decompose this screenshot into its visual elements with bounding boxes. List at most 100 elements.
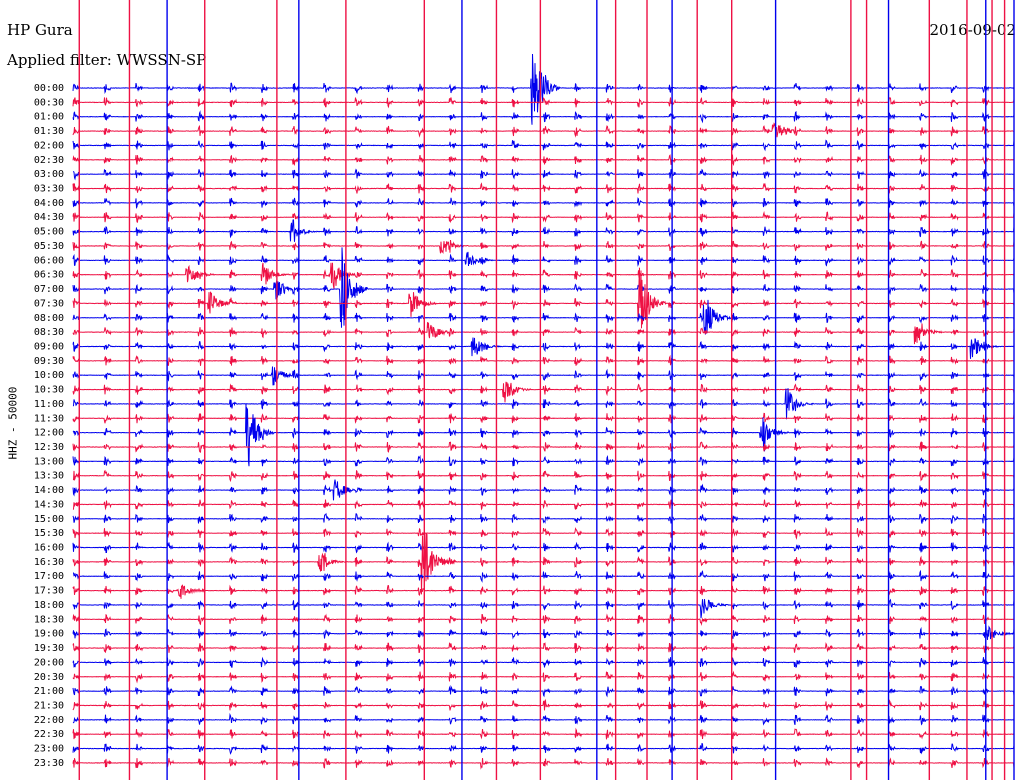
trace-row-0 xyxy=(72,53,1015,125)
tick-label-row-10: 05:00 xyxy=(34,227,64,238)
tick-label-row-23: 11:30 xyxy=(34,413,64,424)
clipped-traces xyxy=(78,0,1015,780)
tick-label-row-5: 02:30 xyxy=(34,155,64,166)
tick-label-row-43: 21:30 xyxy=(34,700,64,711)
trace-row-38 xyxy=(72,625,1015,640)
tick-label-row-31: 15:30 xyxy=(34,528,64,539)
trace-row-16 xyxy=(72,299,1015,335)
trace-row-7 xyxy=(72,182,1015,196)
trace-row-27 xyxy=(72,469,1015,483)
tick-label-row-41: 20:30 xyxy=(34,672,64,683)
tick-label-row-22: 11:00 xyxy=(34,399,64,410)
tick-label-row-20: 10:00 xyxy=(34,370,64,381)
trace-row-40 xyxy=(72,656,1015,669)
tick-label-row-11: 05:30 xyxy=(34,241,64,252)
tick-label-row-1: 00:30 xyxy=(34,97,64,108)
trace-row-36 xyxy=(72,598,1015,619)
trace-row-37 xyxy=(72,613,1015,626)
trace-row-26 xyxy=(72,454,1015,467)
trace-rows xyxy=(72,53,1015,770)
trace-row-8 xyxy=(72,197,1015,209)
plot-date: 2016-09-02 xyxy=(929,21,1016,39)
trace-row-35 xyxy=(72,584,1015,599)
tick-label-row-30: 15:00 xyxy=(34,514,64,525)
trace-row-33 xyxy=(72,531,1015,595)
trace-row-11 xyxy=(72,239,1015,255)
trace-row-12 xyxy=(72,251,1015,267)
trace-row-29 xyxy=(72,499,1015,511)
trace-row-15 xyxy=(72,267,1015,329)
trace-row-45 xyxy=(72,727,1015,740)
tick-label-row-27: 13:30 xyxy=(34,471,64,482)
tick-label-row-19: 09:30 xyxy=(34,356,64,367)
tick-label-row-24: 12:00 xyxy=(34,428,64,439)
trace-row-34 xyxy=(73,569,1015,583)
tick-label-row-9: 04:30 xyxy=(34,212,64,223)
trace-row-25 xyxy=(72,440,1015,453)
tick-label-row-21: 10:30 xyxy=(34,385,64,396)
tick-label-row-18: 09:00 xyxy=(34,341,64,352)
trace-row-23 xyxy=(72,412,1015,424)
tick-label-row-26: 13:00 xyxy=(34,456,64,467)
trace-row-24 xyxy=(72,403,1014,467)
trace-row-3 xyxy=(72,122,1015,138)
tick-label-row-8: 04:00 xyxy=(34,198,64,209)
trace-row-46 xyxy=(72,742,1015,755)
trace-row-10 xyxy=(72,219,1015,242)
tick-label-row-46: 23:00 xyxy=(34,744,64,755)
trace-row-30 xyxy=(72,512,1015,524)
trace-row-22 xyxy=(72,388,1015,420)
station-title: HP Gura xyxy=(7,21,73,39)
tick-label-row-32: 16:00 xyxy=(34,543,64,554)
tick-label-row-35: 17:30 xyxy=(34,586,64,597)
tick-label-row-29: 14:30 xyxy=(34,499,64,510)
trace-row-31 xyxy=(72,526,1015,540)
trace-row-6 xyxy=(72,168,1015,181)
tick-label-row-15: 07:30 xyxy=(34,298,64,309)
tick-label-row-7: 03:30 xyxy=(34,184,64,195)
trace-row-17 xyxy=(72,322,1015,345)
tick-label-row-45: 22:30 xyxy=(34,729,64,740)
trace-row-47 xyxy=(72,757,1015,770)
trace-row-4 xyxy=(72,139,1015,152)
trace-row-9 xyxy=(72,210,1015,224)
tick-label-row-14: 07:00 xyxy=(34,284,64,295)
tick-label-row-2: 01:00 xyxy=(34,112,64,123)
tick-label-row-4: 02:00 xyxy=(34,140,64,151)
tick-label-row-42: 21:00 xyxy=(34,686,64,697)
trace-row-42 xyxy=(72,684,1015,698)
trace-row-14 xyxy=(72,247,1015,328)
tick-label-row-33: 16:30 xyxy=(34,557,64,568)
tick-label-row-28: 14:00 xyxy=(34,485,64,496)
trace-row-1 xyxy=(72,96,1015,109)
tick-label-row-12: 06:00 xyxy=(34,255,64,266)
tick-label-row-38: 19:00 xyxy=(34,629,64,640)
trace-row-39 xyxy=(72,642,1015,654)
tick-label-row-6: 03:00 xyxy=(34,169,64,180)
trace-row-19 xyxy=(72,354,1015,366)
tick-label-row-34: 17:00 xyxy=(34,571,64,582)
tick-label-row-40: 20:00 xyxy=(34,657,64,668)
tick-label-row-13: 06:30 xyxy=(34,270,64,281)
trace-row-43 xyxy=(72,698,1015,711)
tick-label-row-17: 08:30 xyxy=(34,327,64,338)
trace-row-2 xyxy=(72,110,1015,124)
trace-row-44 xyxy=(72,712,1015,726)
tick-label-row-25: 12:30 xyxy=(34,442,64,453)
filter-label: Applied filter: WWSSN-SP xyxy=(7,51,207,69)
tick-label-row-44: 22:00 xyxy=(34,715,64,726)
trace-row-5 xyxy=(72,154,1015,167)
tick-label-row-47: 23:30 xyxy=(34,758,64,769)
tick-label-row-3: 01:30 xyxy=(34,126,64,137)
trace-row-18 xyxy=(72,337,1015,359)
trace-row-32 xyxy=(72,541,1015,554)
trace-row-13 xyxy=(72,262,1015,289)
trace-row-20 xyxy=(72,366,1015,386)
tick-label-row-37: 18:30 xyxy=(34,614,64,625)
tick-label-row-16: 08:00 xyxy=(34,313,64,324)
tick-label-row-39: 19:30 xyxy=(34,643,64,654)
tick-label-row-36: 18:00 xyxy=(34,600,64,611)
trace-row-28 xyxy=(72,479,1015,501)
row-tick-labels: 00:00 00:30 01:00 01:30 02:00 02:30 03:00 03:30… xyxy=(34,83,64,769)
